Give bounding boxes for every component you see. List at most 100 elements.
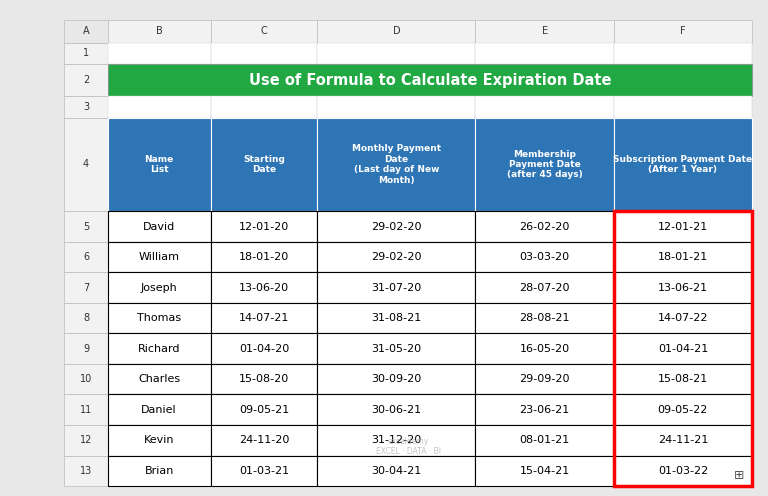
Bar [210, 118, 317, 211]
Text: 30-06-21: 30-06-21 [371, 405, 422, 415]
Text: 31-07-20: 31-07-20 [371, 283, 422, 293]
Text: 24-11-20: 24-11-20 [239, 435, 289, 445]
Text: 18-01-21: 18-01-21 [658, 252, 708, 262]
Bar [65, 118, 108, 211]
Bar [614, 333, 752, 364]
Bar [614, 211, 752, 242]
Bar [108, 118, 210, 211]
Bar [475, 303, 614, 333]
Bar [65, 96, 108, 118]
Bar [210, 364, 317, 394]
Bar [475, 425, 614, 455]
Bar [614, 20, 752, 43]
Text: 30-09-20: 30-09-20 [371, 374, 422, 384]
Text: 09-05-22: 09-05-22 [657, 405, 708, 415]
Bar [475, 96, 614, 118]
Text: 7: 7 [83, 283, 89, 293]
Bar [614, 211, 752, 486]
Bar [65, 333, 108, 364]
Bar [210, 394, 317, 425]
Text: exceldemy
EXCEL · DATA · BI: exceldemy EXCEL · DATA · BI [376, 436, 441, 456]
Bar [614, 242, 752, 272]
Text: D: D [392, 26, 400, 36]
Text: 12: 12 [80, 435, 92, 445]
Bar [108, 425, 210, 455]
Bar [65, 394, 108, 425]
Bar [614, 43, 752, 64]
Bar [108, 96, 210, 118]
Text: 01-04-21: 01-04-21 [658, 344, 708, 354]
Bar [108, 364, 210, 394]
Bar [475, 333, 614, 364]
Bar [108, 43, 210, 64]
Bar [108, 333, 210, 364]
Bar [210, 242, 317, 272]
Bar [614, 364, 752, 394]
Bar [475, 364, 614, 394]
Bar [108, 272, 210, 303]
Text: 31-12-20: 31-12-20 [371, 435, 422, 445]
Text: Name
List: Name List [144, 155, 174, 174]
Text: 26-02-20: 26-02-20 [519, 222, 570, 232]
Text: Thomas: Thomas [137, 313, 181, 323]
Text: Starting
Date: Starting Date [243, 155, 285, 174]
Bar [475, 455, 614, 486]
Bar [65, 425, 108, 455]
Text: B: B [156, 26, 163, 36]
Bar [317, 20, 475, 43]
Text: 14-07-21: 14-07-21 [239, 313, 289, 323]
Text: 18-01-20: 18-01-20 [239, 252, 289, 262]
Bar [65, 303, 108, 333]
Bar [65, 455, 108, 486]
Text: 11: 11 [80, 405, 92, 415]
Bar [65, 242, 108, 272]
Bar [475, 242, 614, 272]
Text: 9: 9 [83, 344, 89, 354]
Text: Brian: Brian [144, 466, 174, 476]
Bar [108, 20, 210, 43]
Text: 13: 13 [80, 466, 92, 476]
Bar [614, 455, 752, 486]
Text: 15-08-20: 15-08-20 [239, 374, 289, 384]
Text: 28-07-20: 28-07-20 [519, 283, 570, 293]
Bar [317, 96, 475, 118]
Bar [108, 394, 210, 425]
Text: 01-03-21: 01-03-21 [239, 466, 289, 476]
Bar [317, 364, 475, 394]
Bar [475, 20, 614, 43]
Text: C: C [260, 26, 267, 36]
Text: 29-09-20: 29-09-20 [519, 374, 570, 384]
Bar [210, 333, 317, 364]
Text: 16-05-20: 16-05-20 [519, 344, 570, 354]
Text: F: F [680, 26, 686, 36]
Bar [108, 242, 210, 272]
Text: ⊞: ⊞ [734, 469, 744, 482]
Text: 24-11-21: 24-11-21 [657, 435, 708, 445]
Bar [210, 455, 317, 486]
Bar [475, 211, 614, 242]
Bar [210, 96, 317, 118]
Bar [210, 272, 317, 303]
Bar [614, 303, 752, 333]
Bar [317, 272, 475, 303]
Bar [317, 333, 475, 364]
Bar [475, 43, 614, 64]
Text: A: A [83, 26, 89, 36]
Bar [210, 425, 317, 455]
Text: 12-01-20: 12-01-20 [239, 222, 289, 232]
Text: 14-07-22: 14-07-22 [657, 313, 708, 323]
Text: 15-04-21: 15-04-21 [519, 466, 570, 476]
Bar [475, 394, 614, 425]
Text: 5: 5 [83, 222, 89, 232]
Bar [65, 20, 108, 43]
Bar [317, 303, 475, 333]
Bar [108, 64, 752, 96]
Text: 15-08-21: 15-08-21 [658, 374, 708, 384]
Text: 2: 2 [83, 75, 89, 85]
Text: Subscription Payment Date
(After 1 Year): Subscription Payment Date (After 1 Year) [614, 155, 753, 174]
Bar [210, 43, 317, 64]
Text: Richard: Richard [138, 344, 180, 354]
Text: Monthly Payment
Date
(Last day of New
Month): Monthly Payment Date (Last day of New Mo… [352, 144, 441, 185]
Bar [65, 364, 108, 394]
Text: 23-06-21: 23-06-21 [519, 405, 570, 415]
